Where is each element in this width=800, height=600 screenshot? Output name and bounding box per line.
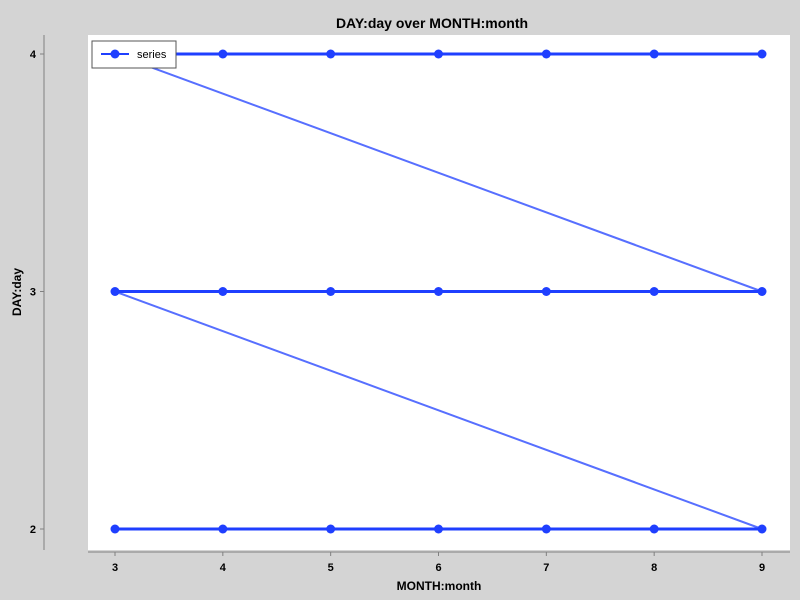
- legend-label: series: [137, 49, 167, 61]
- chart-title: DAY:day over MONTH:month: [336, 15, 528, 31]
- series-layer: [110, 49, 767, 534]
- y-tick-label: 3: [30, 287, 36, 299]
- x-tick-label: 9: [759, 562, 765, 574]
- data-point: [649, 287, 659, 296]
- data-point: [326, 524, 336, 534]
- x-tick-label: 5: [328, 562, 334, 574]
- data-point: [757, 287, 767, 296]
- data-point: [434, 49, 443, 59]
- x-tick-label: 3: [112, 562, 118, 574]
- y-ticks: 2 3 4: [30, 49, 44, 536]
- x-tick-label: 6: [435, 562, 441, 574]
- x-tick-label: 8: [651, 562, 657, 574]
- series-segment: [114, 53, 763, 293]
- y-tick-label: 2: [30, 524, 36, 536]
- x-axis-title: MONTH:month: [397, 579, 482, 593]
- x-tick-label: 7: [543, 562, 549, 574]
- data-point: [649, 49, 659, 59]
- data-point: [541, 524, 551, 534]
- data-point: [218, 49, 228, 59]
- y-tick-label: 4: [30, 49, 37, 61]
- data-point: [649, 524, 659, 534]
- y-axis-title: DAY:day: [10, 268, 24, 316]
- data-point: [326, 287, 336, 296]
- x-ticks: 3 4 5 6 7 8 9: [112, 552, 765, 574]
- legend: series: [91, 40, 177, 69]
- series-segment: [114, 290, 763, 530]
- data-point: [757, 524, 767, 534]
- data-point: [110, 287, 120, 296]
- data-point: [757, 49, 767, 59]
- legend-marker-icon: [110, 49, 120, 59]
- data-point: [541, 287, 551, 296]
- data-point: [110, 524, 120, 534]
- x-tick-label: 4: [220, 562, 227, 574]
- data-point: [326, 49, 336, 59]
- data-point: [218, 524, 228, 534]
- data-point: [541, 49, 551, 59]
- data-point: [434, 287, 443, 296]
- data-point: [434, 524, 443, 534]
- data-point: [218, 287, 228, 296]
